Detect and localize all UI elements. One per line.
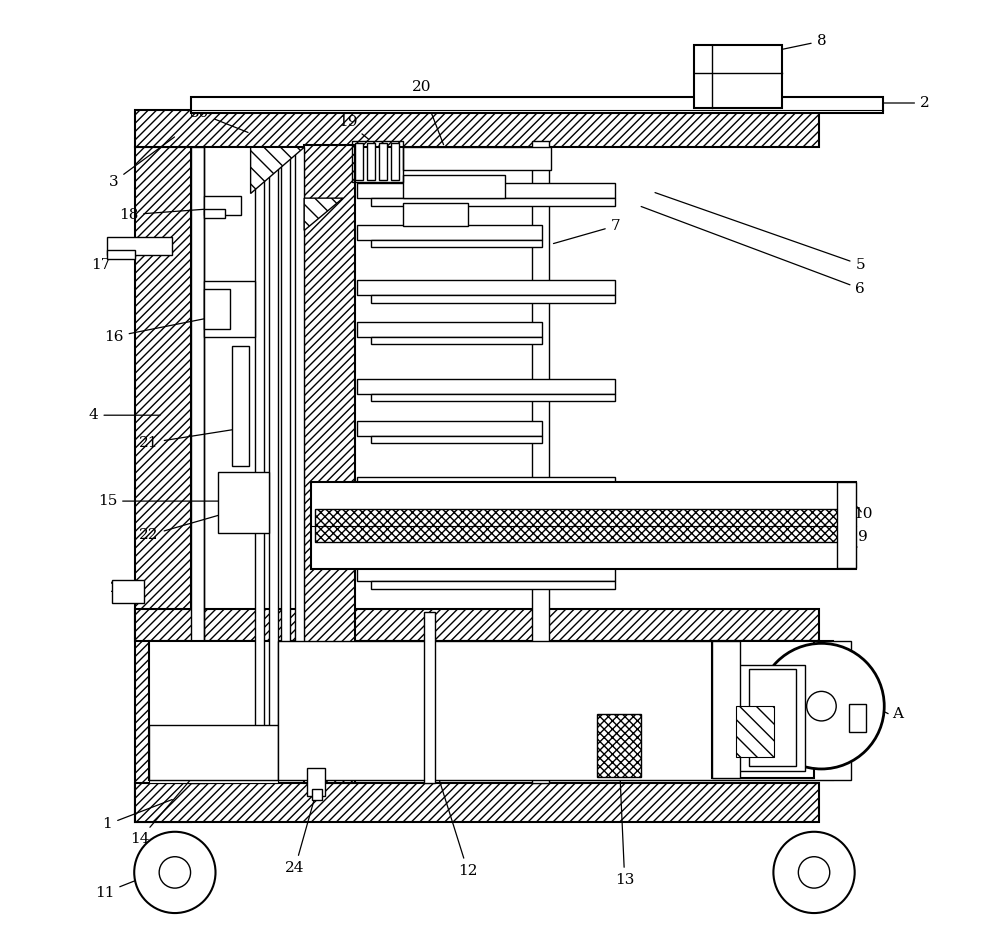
Text: 24: 24 <box>285 799 315 875</box>
Bar <box>371 240 542 247</box>
Bar <box>357 477 615 492</box>
Bar <box>135 110 819 147</box>
Bar <box>357 567 615 582</box>
Bar <box>107 237 172 255</box>
Text: 6: 6 <box>641 207 865 295</box>
Bar <box>424 612 435 783</box>
Text: 4: 4 <box>89 408 160 422</box>
Bar <box>712 641 814 778</box>
Circle shape <box>759 643 884 769</box>
Bar <box>281 147 290 743</box>
Bar <box>371 582 615 589</box>
Text: 22: 22 <box>139 514 220 542</box>
Bar <box>357 225 542 240</box>
Bar <box>204 289 230 329</box>
Circle shape <box>773 831 855 913</box>
Bar <box>218 473 269 532</box>
Bar <box>371 394 615 402</box>
Text: 5: 5 <box>655 193 865 271</box>
Text: 30: 30 <box>190 106 248 132</box>
Bar <box>403 175 505 199</box>
Bar <box>371 492 615 500</box>
Bar <box>204 209 225 218</box>
Bar <box>357 184 615 199</box>
Bar <box>371 199 615 206</box>
Bar <box>304 145 355 783</box>
Bar <box>357 281 615 295</box>
Bar <box>403 147 551 171</box>
Bar <box>107 250 135 259</box>
Circle shape <box>798 857 830 888</box>
Bar <box>749 669 796 766</box>
Bar <box>135 147 191 822</box>
Bar <box>371 533 542 541</box>
Bar <box>849 705 866 732</box>
Bar <box>269 147 278 743</box>
Bar <box>357 322 542 336</box>
Text: 3: 3 <box>109 137 174 188</box>
Bar <box>357 379 615 394</box>
Text: 21: 21 <box>139 430 234 450</box>
Bar <box>278 641 851 780</box>
Bar <box>837 482 856 568</box>
Text: 16: 16 <box>104 319 204 344</box>
Bar <box>135 610 819 641</box>
Bar <box>311 482 856 569</box>
Bar <box>191 147 204 783</box>
Bar <box>232 346 249 466</box>
Text: 20: 20 <box>412 80 444 144</box>
Bar <box>295 147 304 743</box>
Text: 1: 1 <box>103 800 172 831</box>
Text: 8: 8 <box>745 34 826 57</box>
Bar <box>736 706 774 757</box>
Bar <box>597 715 641 777</box>
Circle shape <box>134 831 216 913</box>
Bar <box>355 143 363 180</box>
Bar <box>312 789 322 801</box>
Text: 2: 2 <box>872 96 930 110</box>
Text: 7: 7 <box>553 219 620 243</box>
Text: 19: 19 <box>338 116 369 139</box>
Text: 13: 13 <box>615 780 634 887</box>
Text: 15: 15 <box>98 494 257 508</box>
Bar <box>112 580 144 603</box>
Bar <box>391 143 399 180</box>
Polygon shape <box>251 147 304 194</box>
Bar <box>315 510 844 541</box>
Text: 11: 11 <box>95 878 142 899</box>
Bar <box>255 147 264 743</box>
Text: 17: 17 <box>91 253 121 271</box>
Bar <box>357 420 542 435</box>
Bar <box>371 336 542 344</box>
Bar <box>367 143 375 180</box>
Bar <box>149 724 278 783</box>
Text: A: A <box>892 706 903 720</box>
Circle shape <box>807 692 836 721</box>
Text: 23: 23 <box>110 581 129 595</box>
Bar <box>712 641 740 778</box>
Bar <box>371 295 615 303</box>
Text: 18: 18 <box>119 208 228 222</box>
Bar <box>191 97 883 113</box>
Bar <box>694 45 782 107</box>
Circle shape <box>159 857 191 888</box>
Bar <box>149 724 278 780</box>
Bar <box>403 203 468 226</box>
Text: 9: 9 <box>856 530 868 549</box>
Text: 14: 14 <box>130 765 203 846</box>
Bar <box>371 435 542 443</box>
Bar <box>204 197 241 214</box>
Bar <box>135 783 819 822</box>
Bar <box>149 641 833 780</box>
Bar <box>352 141 403 182</box>
Bar <box>307 768 325 796</box>
Text: 10: 10 <box>853 507 873 521</box>
Text: 12: 12 <box>434 764 477 878</box>
Bar <box>204 281 255 336</box>
Bar <box>357 518 542 533</box>
Bar <box>532 141 549 783</box>
Bar <box>731 665 805 771</box>
Polygon shape <box>304 199 343 230</box>
Bar <box>379 143 387 180</box>
